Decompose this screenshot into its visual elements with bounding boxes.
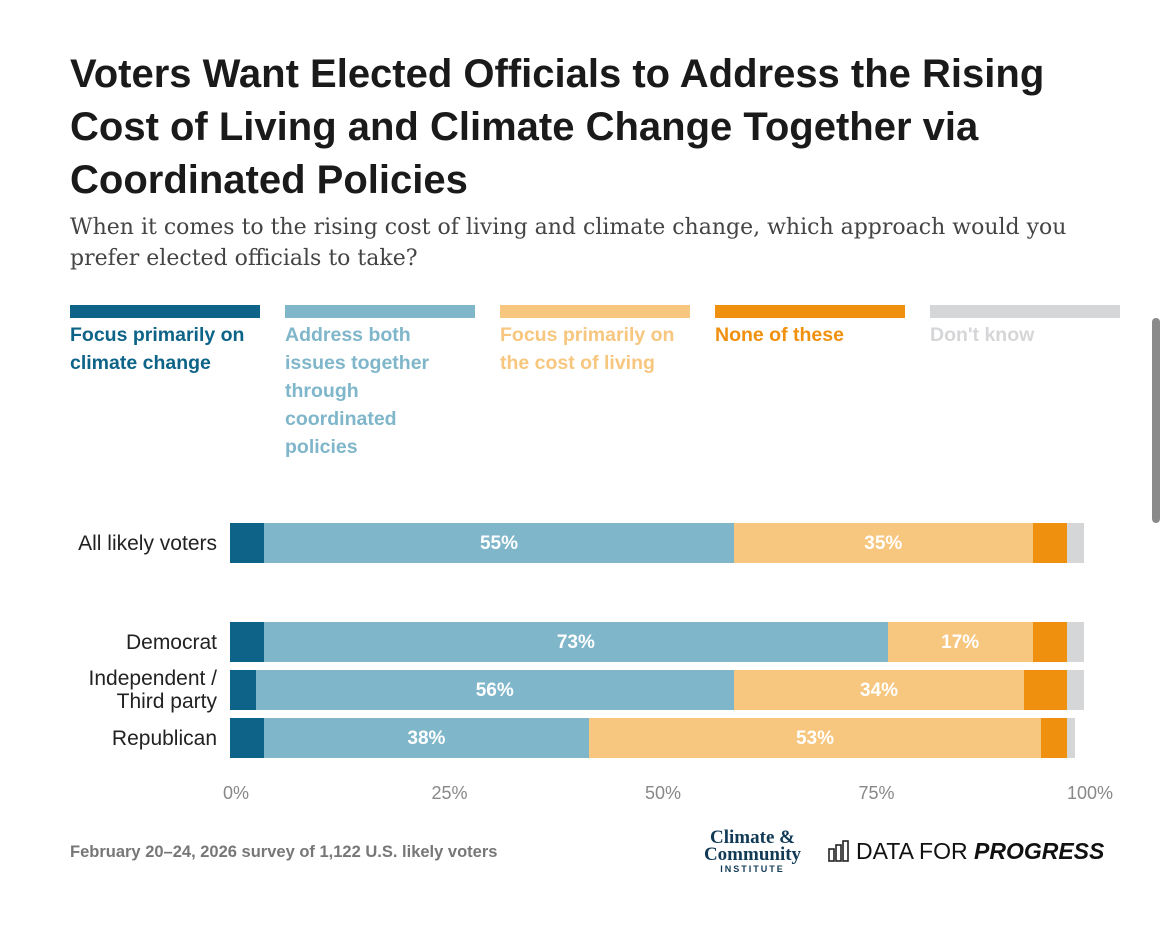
category-text: Republican	[111, 726, 217, 750]
legend-swatch	[285, 305, 475, 318]
category-label: Democrat	[67, 622, 217, 662]
value-label: 56%	[475, 680, 514, 701]
legend-label: Address both issues together through coo…	[285, 324, 430, 458]
bar-segment	[230, 622, 265, 662]
logo-text: DATA FOR	[856, 838, 968, 864]
bar-segment	[264, 622, 888, 662]
logo-text: INSTITUTE	[720, 864, 785, 874]
cci-logo: Climate & Community INSTITUTE	[700, 827, 805, 875]
source-note: February 20–24, 2026 survey of 1,122 U.S…	[70, 843, 498, 861]
bar-segment	[1066, 718, 1076, 758]
bar-segment	[264, 718, 589, 758]
category-text: All likely voters	[78, 531, 217, 555]
value-label: 53%	[795, 728, 834, 749]
x-tick-label: 0%	[222, 783, 250, 803]
bar-segment	[255, 670, 734, 710]
category-label: Independent / Third party	[67, 667, 217, 713]
legend-swatch	[70, 305, 260, 318]
bar-segment	[1032, 523, 1067, 563]
x-tick-label: 100%	[1066, 783, 1114, 803]
x-tick-label: 25%	[431, 783, 468, 803]
bar-segment	[230, 718, 265, 758]
value-label: 55%	[479, 533, 519, 554]
logo-text: Climate &	[710, 827, 795, 848]
bar-segment	[1066, 523, 1084, 563]
bar-segment	[1066, 670, 1084, 710]
bar-segment	[230, 523, 265, 563]
legend-label: Focus primarily on climate change	[70, 324, 245, 374]
bar-segment	[230, 670, 256, 710]
value-label: 17%	[941, 632, 980, 653]
x-tick-label: 75%	[858, 783, 895, 803]
dfp-logo: DATA FOR PROGRESS	[856, 838, 1104, 865]
bar-segment	[1066, 622, 1084, 662]
scrollbar[interactable]	[1152, 318, 1160, 523]
bar-segment	[588, 718, 1042, 758]
value-label: 34%	[860, 680, 899, 701]
logo-text: Community	[703, 844, 802, 865]
bar-segment	[733, 670, 1025, 710]
legend-label: Focus primarily on the cost of living	[500, 324, 675, 374]
legend-swatch	[715, 305, 905, 318]
bar-segment	[733, 523, 1033, 563]
legend-swatch	[930, 305, 1120, 318]
bar-segment	[1032, 622, 1067, 662]
dfp-icon	[828, 840, 849, 862]
logo-text: PROGRESS	[974, 838, 1105, 864]
x-tick-label: 50%	[644, 783, 682, 803]
bar-segment	[887, 622, 1033, 662]
category-label: Republican	[67, 718, 217, 758]
value-label: 73%	[556, 632, 595, 653]
category-text: Democrat	[125, 630, 217, 654]
category-text: Independent / Third party	[88, 667, 217, 713]
legend-label: Don't know	[930, 324, 1035, 346]
category-label: All likely voters	[67, 523, 217, 563]
bar-segment	[1024, 670, 1067, 710]
legend-swatch	[500, 305, 690, 318]
value-label: 38%	[407, 728, 446, 749]
value-label: 35%	[864, 533, 903, 554]
bar-segment	[1041, 718, 1067, 758]
chart-title: Voters Want Elected Officials to Address…	[70, 52, 1045, 202]
bar-segment	[264, 523, 734, 563]
chart-subtitle: When it comes to the rising cost of livi…	[70, 215, 1067, 271]
legend-label: None of these	[715, 324, 844, 346]
